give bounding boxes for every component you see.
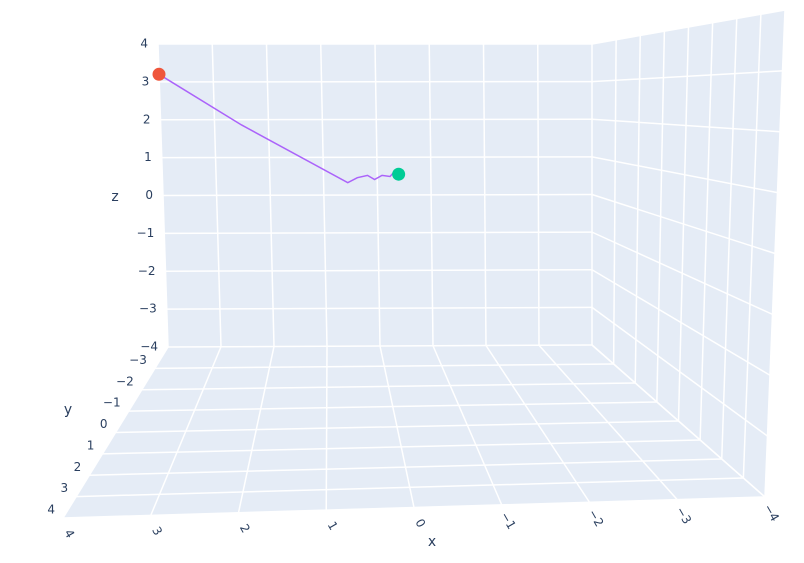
grid-line [141,382,636,391]
grid-line [76,477,744,498]
grid-line [161,156,593,159]
grid-line [591,269,771,376]
grid-line [591,193,776,255]
grid-line [102,439,701,455]
y-tick-label: −3 [129,353,147,367]
grid-line [591,306,768,437]
x-axis-title: x [428,534,436,550]
x-tick-label: 3 [149,524,165,538]
z-tick-label: 1 [144,150,152,164]
x-tick-label: 1 [325,519,341,533]
grid-line [62,496,766,519]
z-tick-label: 0 [145,188,153,202]
grid-line [115,420,679,434]
grid-line [591,70,783,83]
grid-line [160,118,593,121]
grid-line [591,118,781,133]
x-tick-label: −3 [673,504,694,526]
y-tick-label: 4 [47,503,55,517]
z-tick-label: 4 [140,37,148,51]
grid-line [166,306,593,310]
y-tick-label: 2 [74,460,82,474]
grid-line [167,344,593,348]
grid-line [591,9,786,45]
y-tick-label: 1 [87,438,95,452]
grid-line [128,401,657,412]
x-tick-label: −4 [761,502,782,524]
grid-line [591,344,766,498]
grid-line [591,231,773,316]
x-tick-label: 2 [237,522,253,536]
grid-line [154,363,614,370]
grid-line [89,458,722,476]
z-tick-label: −3 [139,302,157,316]
z-tick-label: −2 [138,264,156,278]
y-tick-label: 0 [100,417,108,431]
grid-line [164,231,593,235]
trajectory-line [158,73,399,184]
side-pane [592,10,785,497]
point-marker [392,167,406,181]
grid-line [165,269,593,272]
y-tick-label: −1 [103,396,121,410]
x-tick-label: −1 [498,509,519,531]
y-tick-label: −2 [116,374,134,388]
x-tick-label: 0 [412,516,428,530]
x-tick-label: −2 [585,507,606,529]
z-axis-title: z [111,189,118,205]
grid-line [591,156,778,194]
y-axis-title: y [64,402,72,418]
z-tick-label: 2 [143,112,151,126]
point-marker [152,67,166,81]
grid-line [162,193,593,197]
z-tick-label: −1 [137,226,155,240]
x-tick-label: 4 [61,527,77,541]
z-tick-label: −4 [140,340,158,354]
y-tick-label: 3 [60,481,68,495]
z-tick-label: 3 [142,74,150,88]
